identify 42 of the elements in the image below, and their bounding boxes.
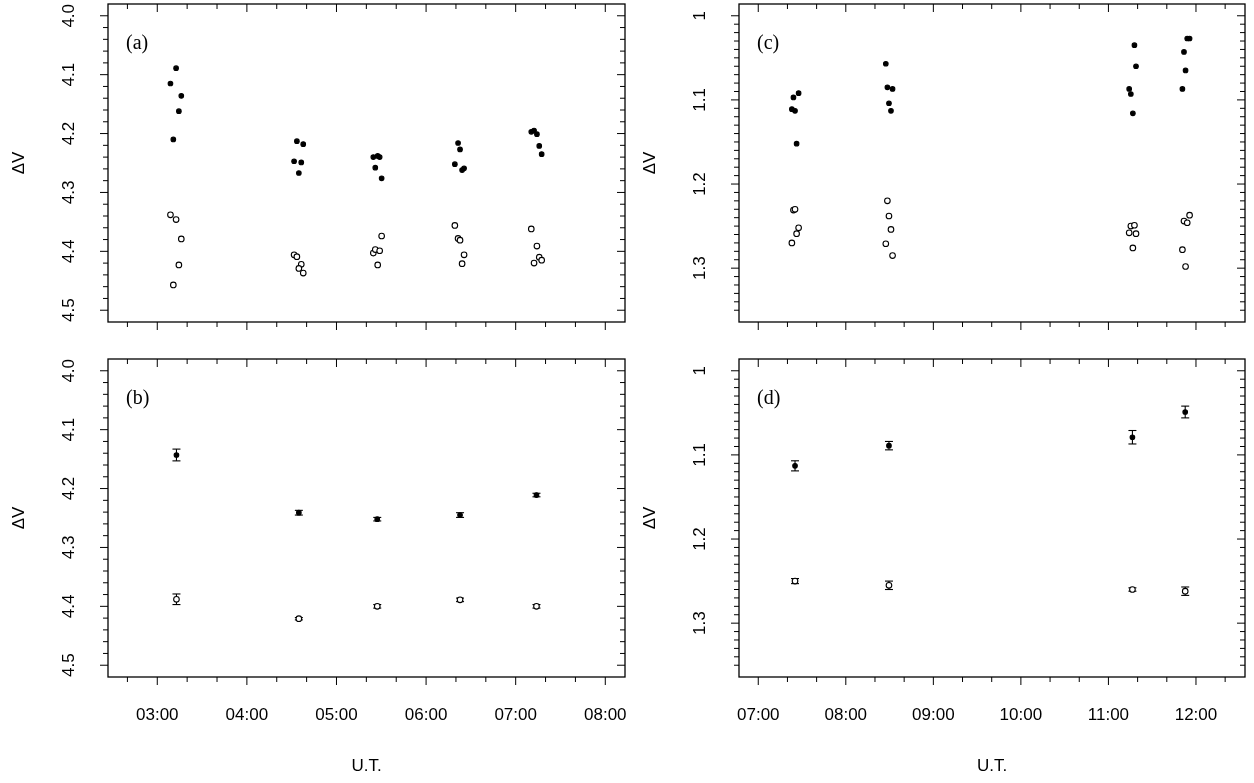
y-tick-label: 4.5 <box>59 298 79 323</box>
y-axis-title: ΔV <box>9 151 29 175</box>
y-tick-label: 4.3 <box>59 535 79 560</box>
y-tick-label: 4.0 <box>59 358 79 383</box>
y-tick-label: 1.3 <box>690 256 710 280</box>
x-tick-label: 03:00 <box>136 705 179 725</box>
y-tick-label: 1.1 <box>690 88 710 112</box>
y-tick-label: 4.5 <box>59 653 79 678</box>
x-tick-label: 08:00 <box>824 705 868 725</box>
x-tick-label: 09:00 <box>912 705 955 725</box>
y-tick-label: 4.0 <box>59 3 79 28</box>
y-tick-label: 4.4 <box>59 594 79 619</box>
x-tick-label: 08:00 <box>584 705 627 725</box>
x-tick-label: 07:00 <box>494 705 537 725</box>
x-tick-label: 11:00 <box>1087 705 1130 725</box>
y-tick-label: 1.1 <box>690 443 710 467</box>
y-tick-label: 4.1 <box>59 62 79 87</box>
y-axis-title: ΔV <box>640 151 660 175</box>
y-tick-label: 4.2 <box>59 121 79 146</box>
annotation: (d) <box>757 386 781 409</box>
x-axis-title: U.T. <box>351 756 382 776</box>
y-tick-label: 1.2 <box>690 527 710 551</box>
x-axis-title: U.T. <box>976 756 1008 776</box>
y-tick-label: 1.3 <box>690 611 710 635</box>
x-tick-label: 10:00 <box>999 705 1043 725</box>
x-tick-label: 05:00 <box>315 705 358 725</box>
annotation: (c) <box>757 31 780 54</box>
x-tick-label: 06:00 <box>404 705 448 725</box>
y-tick-label: 1.2 <box>690 172 710 196</box>
y-axis-title: ΔV <box>9 506 29 530</box>
y-tick-label: 4.4 <box>59 239 79 264</box>
y-axis-title: ΔV <box>640 506 660 530</box>
y-tick-label: 4.1 <box>59 417 79 442</box>
x-tick-label: 04:00 <box>225 705 269 725</box>
y-tick-label: 1 <box>690 366 710 376</box>
x-tick-label: 12:00 <box>1174 705 1218 725</box>
x-tick-label: 07:00 <box>736 705 780 725</box>
y-tick-label: 4.3 <box>59 180 79 205</box>
y-tick-label: 4.2 <box>59 476 79 501</box>
annotation: (a) <box>126 31 149 54</box>
annotation: (b) <box>126 386 150 409</box>
y-tick-label: 1 <box>690 11 710 21</box>
